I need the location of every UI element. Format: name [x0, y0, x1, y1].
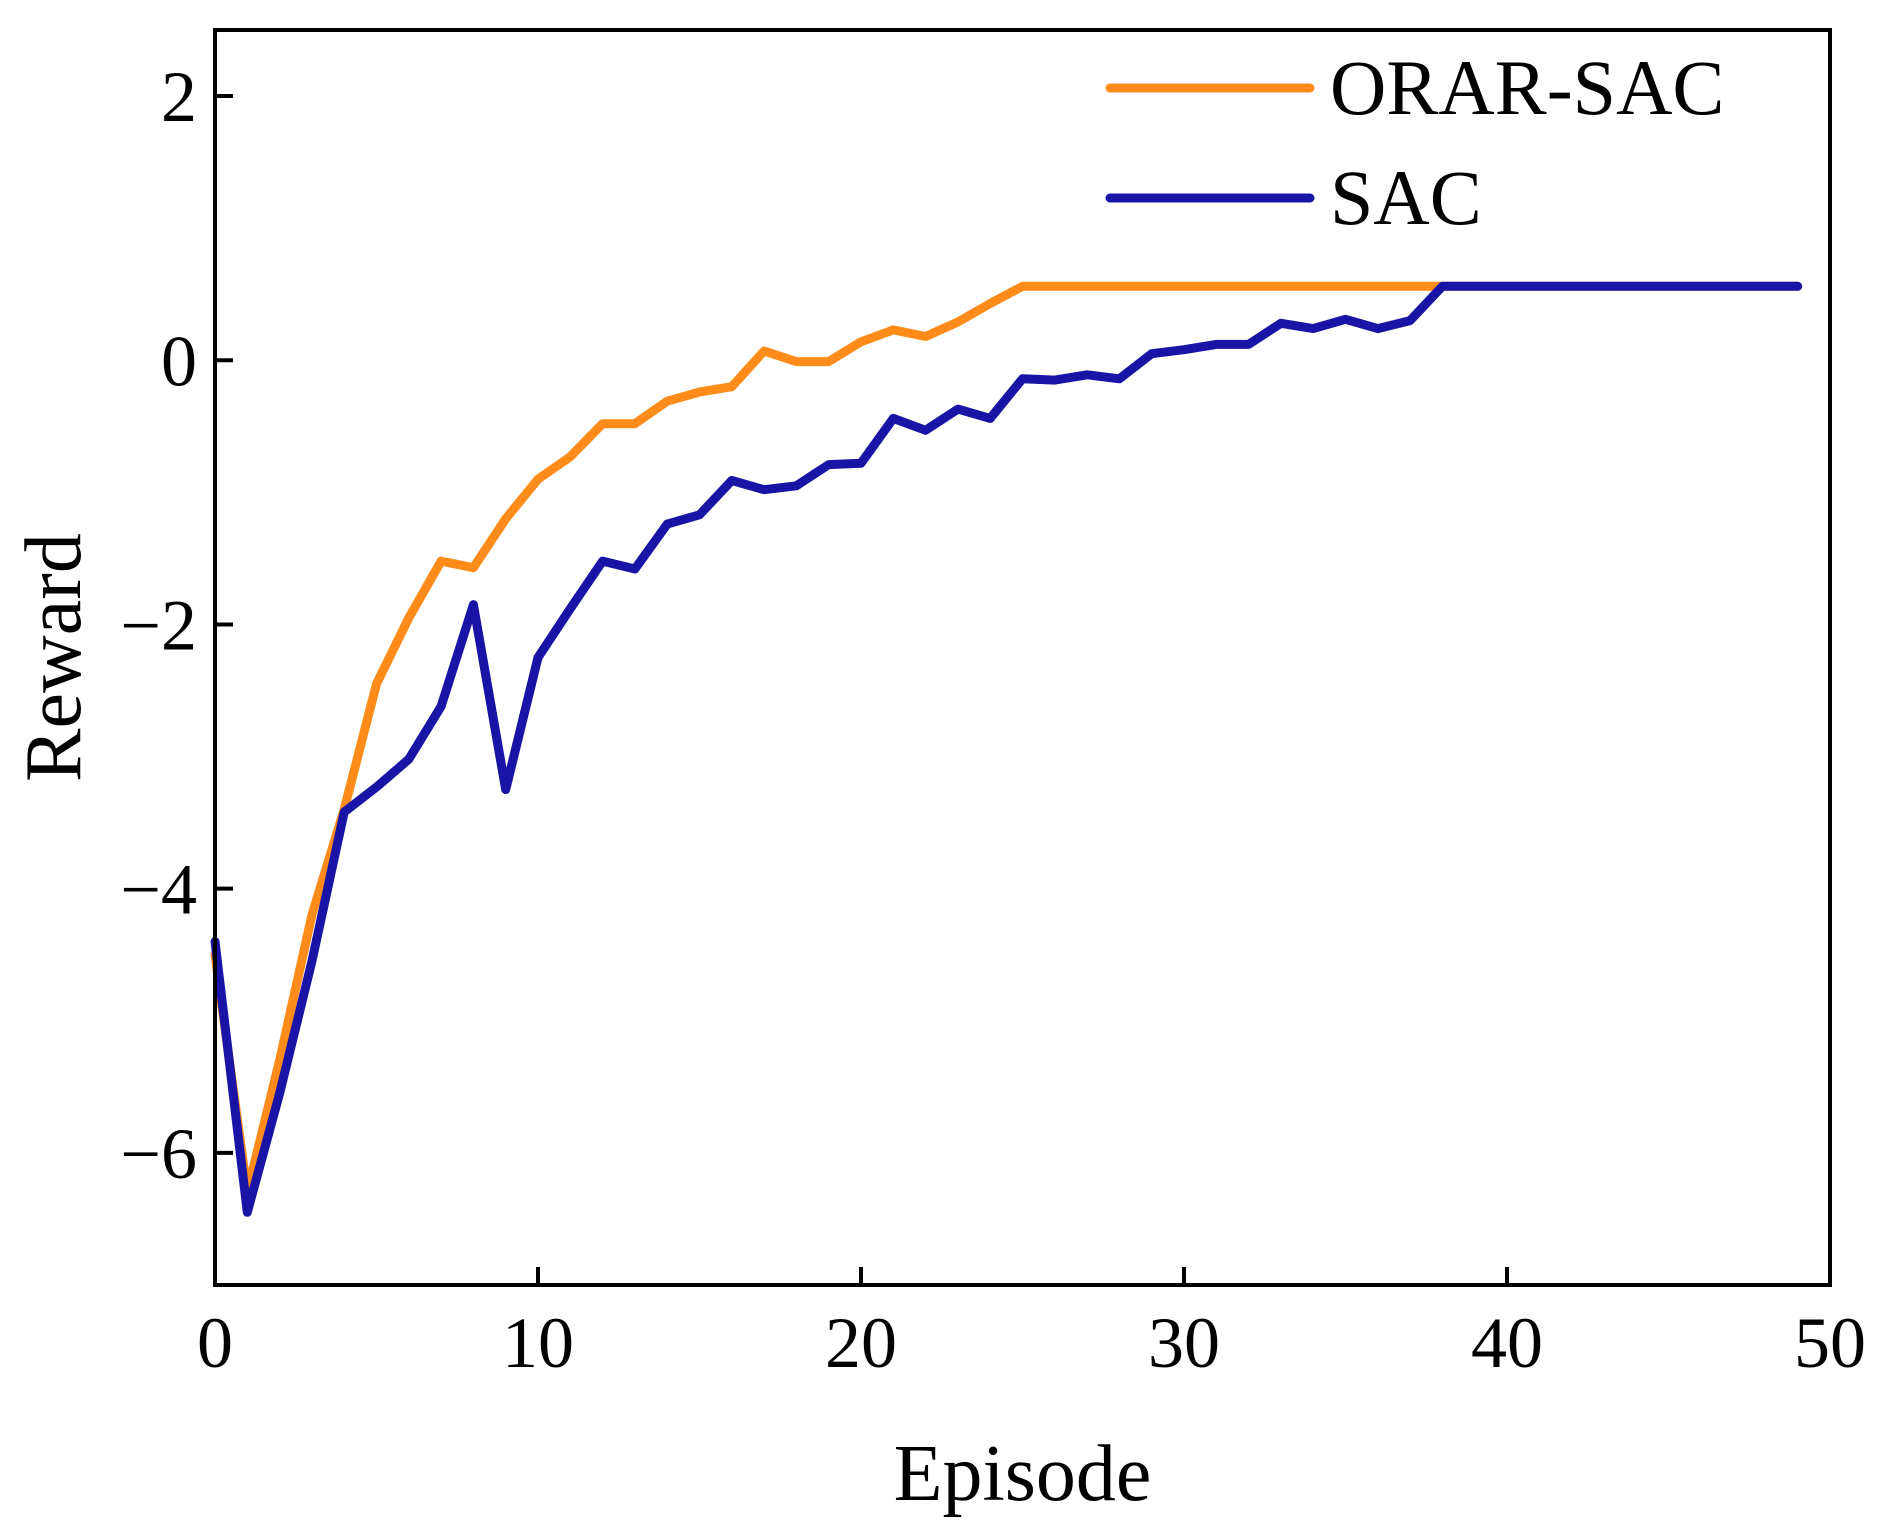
x-tick-label: 30 — [1148, 1303, 1220, 1383]
y-tick-label: −6 — [120, 1114, 197, 1194]
legend-label-orar-sac: ORAR-SAC — [1330, 44, 1724, 131]
y-axis-title: Reward — [10, 533, 98, 782]
y-tick-label: −4 — [120, 850, 197, 930]
x-tick-label: 0 — [197, 1303, 233, 1383]
y-tick-label: 2 — [161, 57, 197, 137]
series-line-sac — [210, 281, 1803, 1217]
series-layer — [210, 281, 1803, 1217]
legend-label-sac: SAC — [1330, 154, 1482, 241]
legend: ORAR-SAC SAC — [1105, 44, 1724, 241]
x-axis-title: Episode — [894, 1430, 1152, 1518]
x-tick-label: 10 — [502, 1303, 574, 1383]
y-tick-label: −2 — [120, 585, 197, 665]
plot-frame — [213, 28, 1832, 1287]
y-tick-label: 0 — [161, 321, 197, 401]
x-tick-label: 50 — [1794, 1303, 1866, 1383]
x-tick-label: 20 — [825, 1303, 897, 1383]
x-tick-label: 40 — [1471, 1303, 1543, 1383]
